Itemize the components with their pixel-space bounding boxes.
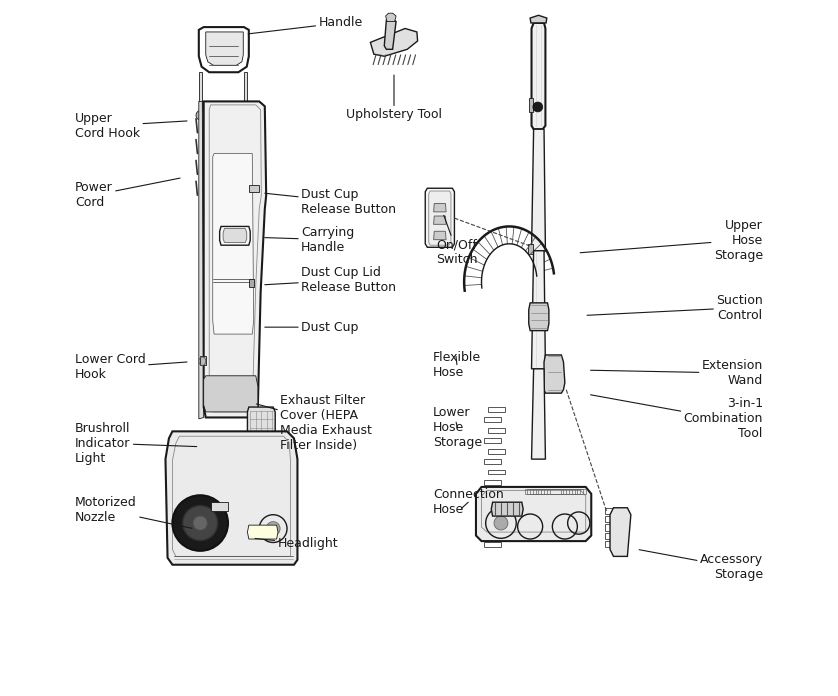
Polygon shape [199,102,204,419]
Polygon shape [249,184,259,191]
Polygon shape [433,216,446,224]
Polygon shape [425,188,454,247]
Polygon shape [199,27,249,72]
Text: Lower Cord
Hook: Lower Cord Hook [75,354,187,381]
Text: On/Off
Switch: On/Off Switch [437,215,478,266]
Polygon shape [249,278,255,287]
Text: Carrying
Handle: Carrying Handle [265,226,354,253]
Text: Exhaust Filter
Cover (HEPA
Media Exhaust
Filter Inside): Exhaust Filter Cover (HEPA Media Exhaust… [256,394,372,452]
Text: Dust Cup
Release Button: Dust Cup Release Button [265,188,396,216]
Polygon shape [210,503,228,512]
Polygon shape [223,228,246,242]
Circle shape [183,506,218,540]
Text: Accessory
Storage: Accessory Storage [639,550,763,580]
Polygon shape [531,23,546,129]
Polygon shape [385,13,396,22]
Polygon shape [199,356,206,365]
Polygon shape [529,303,549,331]
Text: 3-in-1
Combination
Tool: 3-in-1 Combination Tool [591,395,763,441]
Text: Extension
Wand: Extension Wand [591,359,763,387]
Polygon shape [491,503,523,516]
Polygon shape [610,508,631,556]
Text: Brushroll
Indicator
Light: Brushroll Indicator Light [75,422,197,465]
Polygon shape [370,29,417,56]
Polygon shape [531,129,546,251]
Circle shape [173,496,228,551]
Polygon shape [429,191,451,245]
Text: Flexible
Hose: Flexible Hose [433,351,481,379]
Text: Dust Cup Lid
Release Button: Dust Cup Lid Release Button [265,266,396,294]
Circle shape [194,516,207,530]
Polygon shape [213,154,254,334]
Text: Upholstery Tool: Upholstery Tool [346,75,442,121]
Text: Motorized
Nozzle: Motorized Nozzle [75,496,192,528]
Polygon shape [433,231,446,239]
Polygon shape [206,32,243,65]
Polygon shape [204,376,258,412]
Text: Upper
Cord Hook: Upper Cord Hook [75,112,187,140]
Polygon shape [385,18,396,49]
Polygon shape [244,72,247,251]
Polygon shape [530,15,547,23]
Polygon shape [530,98,533,112]
Polygon shape [204,102,266,418]
Polygon shape [247,525,278,539]
Text: Suction
Control: Suction Control [587,294,763,322]
Polygon shape [165,432,297,564]
Polygon shape [201,112,205,119]
Text: Lower
Hose
Storage: Lower Hose Storage [433,406,482,450]
Text: Handle: Handle [248,17,363,34]
Circle shape [266,522,280,535]
Text: Connection
Hose: Connection Hose [433,488,504,516]
Text: Power
Cord: Power Cord [75,178,180,209]
Polygon shape [476,487,592,541]
Polygon shape [199,72,202,251]
Circle shape [196,111,206,120]
Text: Headlight: Headlight [255,537,338,551]
Circle shape [494,516,508,530]
Polygon shape [544,355,565,393]
Polygon shape [247,407,275,457]
Polygon shape [528,244,533,254]
Polygon shape [531,251,546,369]
Text: Upper
Hose
Storage: Upper Hose Storage [580,219,763,262]
Polygon shape [531,369,546,459]
Text: Dust Cup: Dust Cup [265,321,359,333]
Polygon shape [433,203,446,212]
Circle shape [533,102,543,112]
